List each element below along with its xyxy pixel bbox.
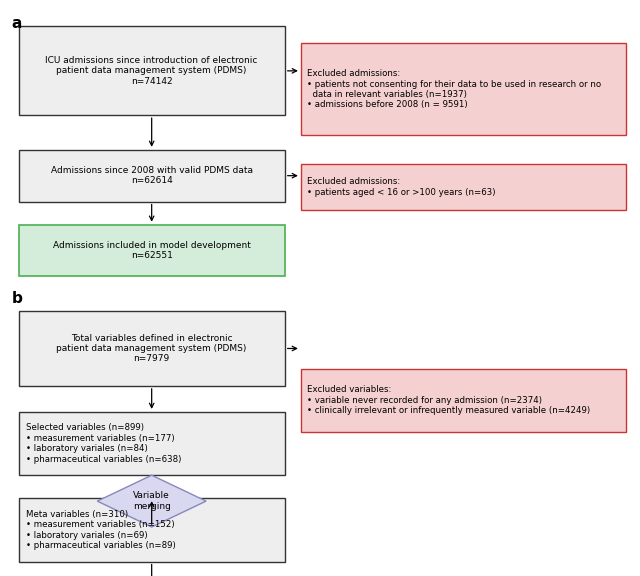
Text: Excluded admissions:
• patients not consenting for their data to be used in rese: Excluded admissions: • patients not cons… (307, 69, 602, 109)
Text: ICU admissions since introduction of electronic
patient data management system (: ICU admissions since introduction of ele… (45, 56, 258, 86)
Polygon shape (97, 475, 206, 527)
Text: Excluded variables:
• variable never recorded for any admission (n=2374)
• clini: Excluded variables: • variable never rec… (307, 385, 590, 415)
Text: Variable
merging: Variable merging (132, 491, 171, 511)
Text: a: a (12, 16, 22, 31)
Text: Selected variables (n=899)
• measurement variables (n=177)
• laboratory variales: Selected variables (n=899) • measurement… (26, 423, 181, 464)
Text: Admissions included in model development
n=62551: Admissions included in model development… (52, 241, 251, 260)
Text: Admissions since 2008 with valid PDMS data
n=62614: Admissions since 2008 with valid PDMS da… (51, 166, 253, 185)
FancyBboxPatch shape (19, 26, 285, 115)
Text: Total variables defined in electronic
patient data management system (PDMS)
n=79: Total variables defined in electronic pa… (56, 334, 247, 363)
FancyBboxPatch shape (19, 225, 285, 276)
FancyBboxPatch shape (301, 369, 626, 432)
Text: Meta variables (n=310)
• measurement variables (n=152)
• laboratory variales (n=: Meta variables (n=310) • measurement var… (26, 510, 175, 550)
FancyBboxPatch shape (301, 43, 626, 135)
FancyBboxPatch shape (19, 311, 285, 386)
FancyBboxPatch shape (19, 150, 285, 202)
Text: Excluded admissions:
• patients aged < 16 or >100 years (n=63): Excluded admissions: • patients aged < 1… (307, 177, 496, 197)
Text: b: b (12, 291, 22, 306)
FancyBboxPatch shape (301, 164, 626, 210)
FancyBboxPatch shape (19, 412, 285, 475)
FancyBboxPatch shape (19, 498, 285, 562)
